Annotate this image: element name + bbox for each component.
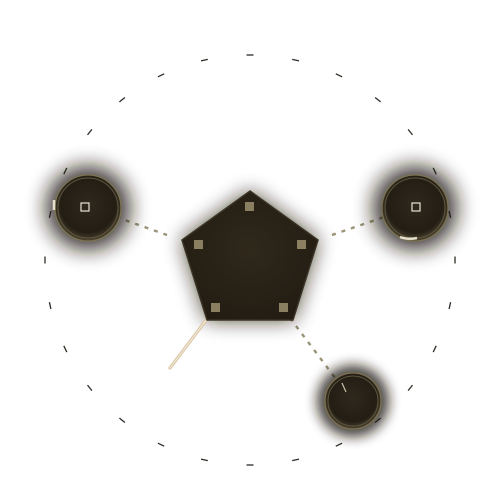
node-right-port[interactable] [411, 202, 421, 212]
hub-port-top[interactable] [245, 202, 254, 211]
pentagon-hub[interactable] [181, 190, 319, 321]
node-right-marker [399, 235, 418, 241]
round-node-left[interactable] [52, 174, 122, 242]
hub-port-bottom-right[interactable] [279, 303, 288, 312]
dial-tick [63, 345, 68, 353]
dial-tick [157, 442, 165, 447]
round-node-bottom[interactable] [324, 372, 382, 430]
dial-tick [335, 73, 343, 78]
dial-tick [292, 58, 300, 62]
dial-tick [63, 167, 68, 175]
node-bottom-marker [341, 382, 347, 393]
round-node-right[interactable] [381, 174, 449, 242]
dial-tick [432, 345, 437, 353]
dial-tick [292, 458, 300, 462]
dial-tick [335, 442, 343, 447]
dial-tick [448, 302, 452, 310]
dial-tick [118, 96, 126, 103]
dial-tick [86, 384, 93, 392]
dial-tick [157, 73, 165, 78]
dial-tick [374, 96, 382, 103]
hub-port-right[interactable] [297, 240, 306, 249]
dial-tick [48, 302, 52, 310]
hub-port-left[interactable] [194, 240, 203, 249]
dial-tick [407, 128, 414, 136]
dial-tick [407, 384, 414, 392]
node-left-port[interactable] [80, 202, 90, 212]
hub-port-bottom-left[interactable] [211, 303, 220, 312]
dial-tick [86, 128, 93, 136]
dial-tick [200, 458, 208, 462]
dial-tick [200, 58, 208, 62]
dial-tick [118, 417, 126, 424]
